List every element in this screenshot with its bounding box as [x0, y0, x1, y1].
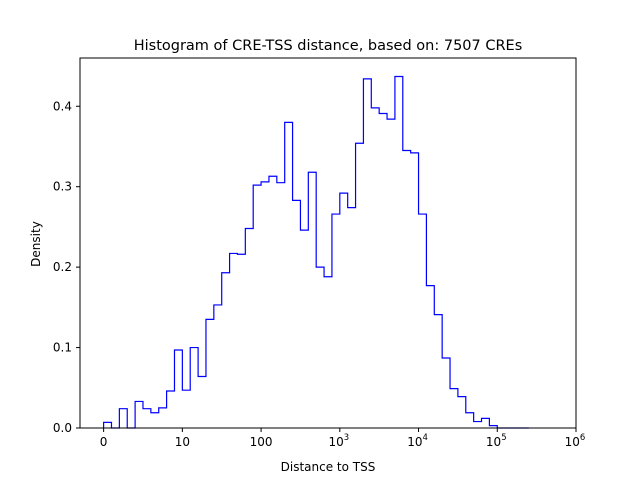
plot-frame	[79, 57, 577, 429]
y-tick-label: 0.2	[53, 260, 72, 274]
x-tick-label: 0	[100, 435, 108, 449]
y-axis-label: Density	[29, 221, 43, 267]
y-tick-label: 0.3	[53, 180, 72, 194]
y-tick-label: 0.0	[53, 421, 72, 435]
histogram-step-line	[103, 75, 529, 429]
x-tick-label: 104	[407, 433, 428, 449]
x-tick-label: 103	[328, 433, 349, 449]
chart-title: Histogram of CRE-TSS distance, based on:…	[134, 38, 523, 54]
x-axis-label: Distance to TSS	[281, 460, 376, 474]
y-tick-label: 0.4	[53, 99, 72, 113]
y-tick-label: 0.1	[53, 341, 72, 355]
axis-ticks: 0 10 100 103 104 105 106 0.0 0.1 0.2 0.3 0.4	[53, 99, 585, 449]
x-tick-label: 105	[486, 433, 507, 449]
x-tick-label: 100	[250, 435, 273, 449]
x-tick-label: 106	[565, 433, 586, 449]
x-tick-label: 10	[175, 435, 190, 449]
